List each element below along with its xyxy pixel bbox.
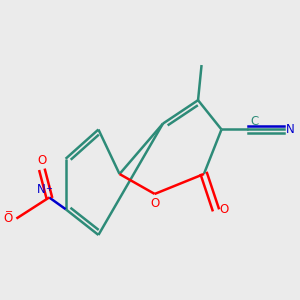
- Text: C: C: [250, 115, 258, 128]
- Text: O: O: [4, 212, 13, 225]
- Text: +: +: [45, 184, 52, 193]
- Text: N: N: [37, 183, 46, 196]
- Text: −: −: [5, 207, 14, 217]
- Text: O: O: [38, 154, 47, 167]
- Text: N: N: [286, 123, 295, 136]
- Text: O: O: [219, 203, 228, 216]
- Text: O: O: [150, 197, 159, 210]
